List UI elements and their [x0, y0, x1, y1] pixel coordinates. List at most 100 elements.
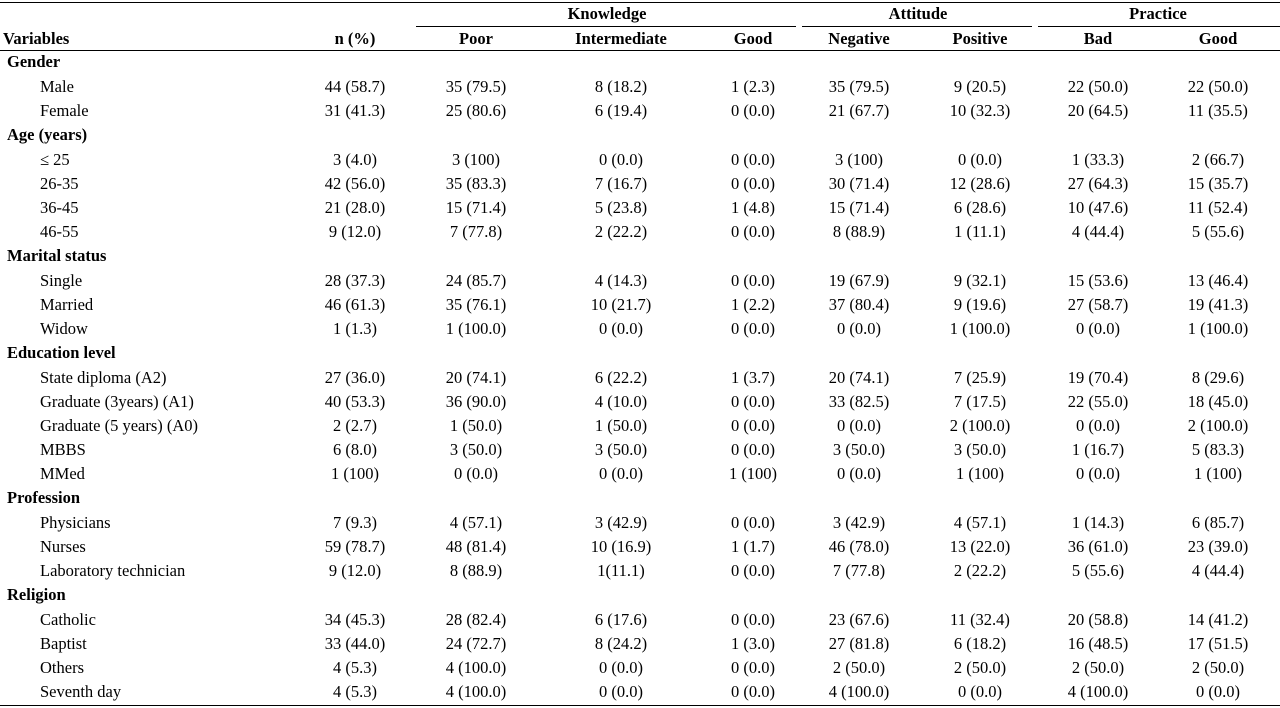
cell-n: 3 (4.0)	[333, 150, 377, 169]
cell-knowledge-good: 0 (0.0)	[731, 174, 775, 193]
cell-attitude-negative: 23 (67.6)	[828, 610, 890, 629]
cell-practice-good: 23 (39.0)	[1187, 537, 1249, 556]
subheader-poor: Poor	[459, 29, 493, 48]
cell-attitude-negative: 30 (71.4)	[828, 174, 890, 193]
cell-practice-bad: 0 (0.0)	[1076, 319, 1120, 338]
cell-knowledge-good: 0 (0.0)	[731, 101, 775, 120]
row-label: Seventh day	[40, 682, 122, 701]
cell-n: 1 (100)	[330, 464, 380, 483]
cell-attitude-negative: 4 (100.0)	[828, 682, 890, 701]
cell-knowledge-intermediate: 1(11.1)	[597, 561, 645, 580]
cell-n: 40 (53.3)	[324, 392, 386, 411]
cell-knowledge-poor: 3 (100)	[451, 150, 501, 169]
cell-attitude-positive: 4 (57.1)	[953, 513, 1007, 532]
cell-knowledge-intermediate: 3 (42.9)	[594, 513, 648, 532]
cell-attitude-negative: 0 (0.0)	[837, 416, 881, 435]
cell-knowledge-intermediate: 4 (14.3)	[594, 271, 648, 290]
cell-knowledge-intermediate: 0 (0.0)	[599, 150, 643, 169]
cell-knowledge-poor: 20 (74.1)	[445, 368, 507, 387]
cell-n: 34 (45.3)	[324, 610, 386, 629]
cell-practice-bad: 20 (58.8)	[1067, 610, 1129, 629]
group-rule-practice	[1038, 26, 1280, 27]
cell-knowledge-intermediate: 7 (16.7)	[594, 174, 648, 193]
row-label: Physicians	[40, 513, 111, 532]
cell-knowledge-good: 0 (0.0)	[731, 271, 775, 290]
cell-attitude-positive: 7 (25.9)	[953, 368, 1007, 387]
cell-n: 42 (56.0)	[324, 174, 386, 193]
cell-knowledge-poor: 0 (0.0)	[454, 464, 498, 483]
row-label: Catholic	[40, 610, 96, 629]
cell-n: 59 (78.7)	[324, 537, 386, 556]
cell-attitude-negative: 3 (42.9)	[832, 513, 886, 532]
cell-knowledge-intermediate: 8 (24.2)	[594, 634, 648, 653]
group-header-knowledge: Knowledge	[567, 4, 647, 23]
cell-knowledge-good: 1 (2.2)	[731, 295, 775, 314]
cell-knowledge-good: 1 (100)	[728, 464, 778, 483]
cell-attitude-positive: 2 (22.2)	[953, 561, 1007, 580]
cell-knowledge-good: 1 (4.8)	[731, 198, 775, 217]
header-variables: Variables	[3, 29, 70, 48]
cell-attitude-positive: 1 (100)	[955, 464, 1005, 483]
cell-knowledge-intermediate: 0 (0.0)	[599, 682, 643, 701]
cell-practice-good: 15 (35.7)	[1187, 174, 1249, 193]
cell-attitude-positive: 10 (32.3)	[949, 101, 1011, 120]
cell-attitude-negative: 46 (78.0)	[828, 537, 890, 556]
cell-knowledge-poor: 35 (79.5)	[445, 77, 507, 96]
cell-practice-good: 19 (41.3)	[1187, 295, 1249, 314]
cell-attitude-positive: 2 (100.0)	[949, 416, 1011, 435]
cell-knowledge-intermediate: 6 (19.4)	[594, 101, 648, 120]
cell-knowledge-intermediate: 1 (50.0)	[594, 416, 648, 435]
row-label: Laboratory technician	[40, 561, 186, 580]
cell-n: 9 (12.0)	[328, 561, 382, 580]
cell-knowledge-good: 1 (1.7)	[731, 537, 775, 556]
cell-n: 33 (44.0)	[324, 634, 386, 653]
table-bottom-rule	[0, 705, 1280, 706]
cell-practice-bad: 19 (70.4)	[1067, 368, 1129, 387]
cell-knowledge-intermediate: 6 (17.6)	[594, 610, 648, 629]
cell-practice-bad: 22 (55.0)	[1067, 392, 1129, 411]
cell-knowledge-intermediate: 5 (23.8)	[594, 198, 648, 217]
cell-practice-good: 22 (50.0)	[1187, 77, 1249, 96]
cell-practice-good: 5 (83.3)	[1191, 440, 1245, 459]
cell-knowledge-poor: 48 (81.4)	[445, 537, 507, 556]
cell-n: 28 (37.3)	[324, 271, 386, 290]
cell-knowledge-poor: 36 (90.0)	[445, 392, 507, 411]
cell-knowledge-poor: 7 (77.8)	[449, 222, 503, 241]
cell-attitude-positive: 6 (28.6)	[953, 198, 1007, 217]
row-label: 36-45	[40, 198, 79, 217]
cell-n: 7 (9.3)	[333, 513, 377, 532]
cell-practice-bad: 0 (0.0)	[1076, 416, 1120, 435]
cell-attitude-positive: 9 (19.6)	[953, 295, 1007, 314]
cell-attitude-negative: 37 (80.4)	[828, 295, 890, 314]
cell-attitude-positive: 0 (0.0)	[958, 150, 1002, 169]
cell-knowledge-poor: 4 (100.0)	[445, 658, 507, 677]
cell-practice-bad: 2 (50.0)	[1071, 658, 1125, 677]
cell-practice-good: 1 (100.0)	[1187, 319, 1249, 338]
cell-attitude-negative: 7 (77.8)	[832, 561, 886, 580]
cell-practice-bad: 10 (47.6)	[1067, 198, 1129, 217]
cell-practice-bad: 15 (53.6)	[1067, 271, 1129, 290]
group-header-attitude: Attitude	[888, 4, 948, 23]
cell-practice-bad: 4 (44.4)	[1071, 222, 1125, 241]
row-label: Female	[40, 101, 89, 120]
cell-knowledge-good: 0 (0.0)	[731, 561, 775, 580]
cell-knowledge-poor: 28 (82.4)	[445, 610, 507, 629]
subheader-intermediate: Intermediate	[575, 29, 667, 48]
cell-attitude-positive: 13 (22.0)	[949, 537, 1011, 556]
cell-practice-bad: 36 (61.0)	[1067, 537, 1129, 556]
header-n: n (%)	[334, 29, 376, 48]
cell-knowledge-intermediate: 10 (16.9)	[590, 537, 652, 556]
cell-knowledge-intermediate: 0 (0.0)	[599, 464, 643, 483]
row-label: Widow	[40, 319, 88, 338]
cell-practice-good: 11 (35.5)	[1188, 101, 1248, 120]
cell-knowledge-good: 0 (0.0)	[731, 319, 775, 338]
cell-attitude-negative: 2 (50.0)	[832, 658, 886, 677]
row-label: ≤ 25	[40, 150, 70, 169]
cell-attitude-negative: 0 (0.0)	[837, 319, 881, 338]
cell-n: 2 (2.7)	[333, 416, 377, 435]
cell-practice-good: 18 (45.0)	[1187, 392, 1249, 411]
cell-attitude-positive: 6 (18.2)	[953, 634, 1007, 653]
group-rule-attitude	[802, 26, 1032, 27]
cell-n: 6 (8.0)	[333, 440, 377, 459]
